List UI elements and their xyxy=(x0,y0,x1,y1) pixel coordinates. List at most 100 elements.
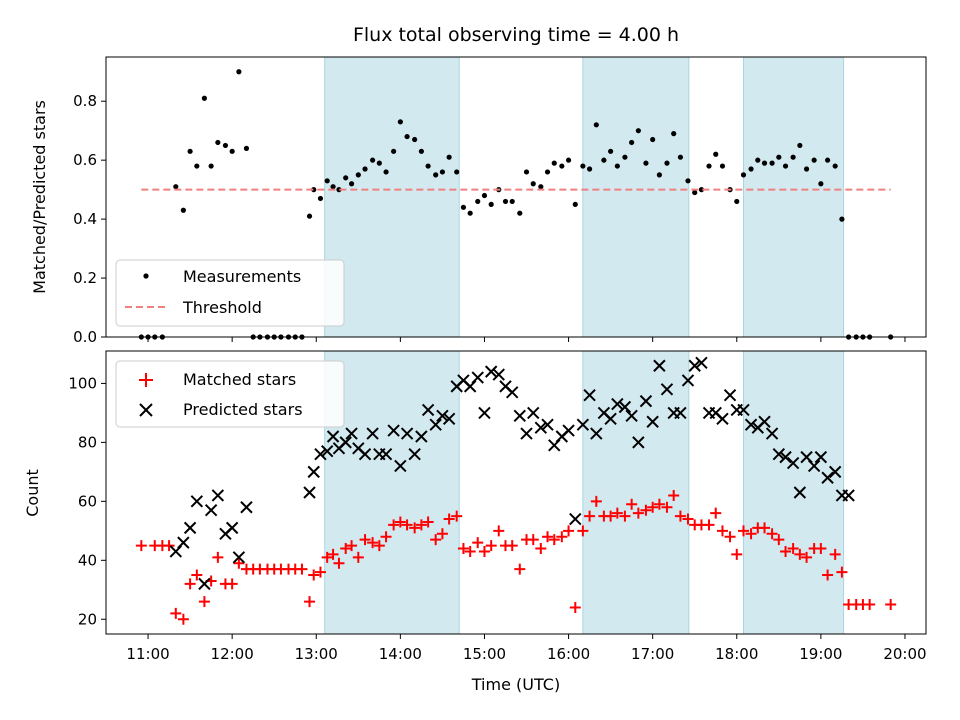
measurements-point-34 xyxy=(376,160,382,166)
predicted-stars-point-3 xyxy=(190,495,204,508)
measurements-point-69 xyxy=(622,154,628,160)
bottom-panel-marks xyxy=(135,356,897,625)
measurements-point-61 xyxy=(565,157,572,163)
predicted-stars-point-23 xyxy=(379,447,393,461)
matched-stars-point-41 xyxy=(422,516,434,528)
measurements-point-68 xyxy=(614,163,620,169)
matched-stars-point-54 xyxy=(514,563,526,575)
top-shaded-interval-2 xyxy=(742,56,845,338)
matched-stars-point-83 xyxy=(716,525,728,537)
matched-stars-point-100 xyxy=(836,566,848,578)
measurements-point-71 xyxy=(635,128,641,134)
matched-stars-point-62 xyxy=(569,601,581,613)
legend-measurements-marker xyxy=(143,273,149,279)
predicted-stars-point-8 xyxy=(225,521,239,535)
predicted-stars-point-80 xyxy=(779,450,792,464)
matched-stars-point-64 xyxy=(584,510,596,522)
x-tick-label-0: 11:00 xyxy=(126,645,169,663)
predicted-stars-point-63 xyxy=(660,383,674,396)
matched-stars-point-65 xyxy=(590,495,602,507)
predicted-stars-point-79 xyxy=(772,447,786,461)
measurements-point-39 xyxy=(412,136,418,143)
matched-stars-point-60 xyxy=(556,531,568,543)
matched-stars-point-40 xyxy=(415,519,427,531)
predicted-stars-point-13 xyxy=(314,447,327,461)
measurements-point-91 xyxy=(776,154,782,160)
measurements-point-70 xyxy=(629,139,635,146)
measurements-point-30 xyxy=(348,181,355,187)
measurements-point-94 xyxy=(797,142,803,149)
matched-stars-point-25 xyxy=(314,566,326,578)
predicted-stars-point-32 xyxy=(442,412,456,426)
top-legend-box xyxy=(115,259,345,327)
predicted-stars-point-72 xyxy=(723,389,737,402)
measurements-point-85 xyxy=(734,198,740,205)
predicted-stars-point-24 xyxy=(387,424,400,437)
top-y-tick-label-4: 0.8 xyxy=(73,92,97,110)
measurements-point-98 xyxy=(825,157,831,163)
predicted-stars-point-59 xyxy=(632,436,645,449)
matched-stars-point-104 xyxy=(864,599,876,611)
matched-stars-point-98 xyxy=(822,569,834,581)
measurements-point-96 xyxy=(811,157,817,163)
top-y-tick-label-1: 0.2 xyxy=(73,269,97,287)
measurements-point-31 xyxy=(355,172,361,178)
matched-stars-point-51 xyxy=(493,525,505,537)
measurements-point-50 xyxy=(488,201,494,207)
measurements-point-28 xyxy=(336,187,342,193)
predicted-stars-point-82 xyxy=(793,486,807,499)
measurements-point-23 xyxy=(306,213,313,219)
matched-stars-point-30 xyxy=(346,540,358,552)
measurements-point-93 xyxy=(790,154,796,160)
matched-stars-point-90 xyxy=(766,528,778,540)
predicted-stars-point-30 xyxy=(429,418,442,431)
predicted-stars-point-71 xyxy=(716,412,729,426)
top-y-axis-label: Matched/Predicted stars xyxy=(30,100,49,294)
predicted-stars-point-56 xyxy=(611,397,624,411)
bottom-panel-x-ticks: 11:00 12:00 13:00 14:00 15:00 16:00 17:00 18:00… xyxy=(126,634,927,663)
x-tick-label-9: 20:00 xyxy=(883,645,926,663)
measurements-point-65 xyxy=(593,122,599,128)
measurements-point-88 xyxy=(755,157,761,163)
matched-stars-point-81 xyxy=(703,519,715,531)
matched-stars-point-71 xyxy=(632,507,644,519)
matched-stars-point-34 xyxy=(373,540,385,552)
legend-predicted-label: Predicted stars xyxy=(183,400,303,419)
bottom-y-tick-label-1: 40 xyxy=(78,551,97,569)
measurements-point-26 xyxy=(324,178,330,184)
predicted-stars-point-58 xyxy=(625,409,638,423)
matched-stars-point-75 xyxy=(661,501,673,513)
predicted-stars-point-46 xyxy=(541,418,554,431)
measurements-point-13 xyxy=(236,69,242,75)
matched-stars-point-33 xyxy=(367,537,379,549)
measurements-point-92 xyxy=(782,163,789,169)
predicted-stars-point-67 xyxy=(688,359,701,372)
bottom-shaded-interval-2 xyxy=(742,350,845,635)
bottom-y-tick-label-4: 100 xyxy=(68,374,97,392)
matched-stars-point-48 xyxy=(472,537,484,549)
matched-stars-point-59 xyxy=(548,534,560,546)
predicted-stars-point-87 xyxy=(828,465,842,479)
predicted-stars-point-66 xyxy=(681,374,695,387)
matched-stars-point-42 xyxy=(430,534,442,546)
matched-stars-point-76 xyxy=(668,489,680,501)
matched-stars-point-67 xyxy=(605,510,617,522)
predicted-stars-point-41 xyxy=(506,386,519,399)
predicted-stars-point-31 xyxy=(436,409,449,423)
predicted-stars-point-60 xyxy=(639,394,653,408)
measurements-point-14 xyxy=(243,145,250,151)
x-tick-label-3: 14:00 xyxy=(379,645,422,663)
predicted-stars-point-28 xyxy=(415,430,428,443)
measurements-point-74 xyxy=(656,172,662,178)
bottom-panel-y-ticks: 20 40 60 80 100 xyxy=(68,374,106,628)
matched-stars-point-22 xyxy=(296,563,308,575)
top-y-tick-label-0: 0.0 xyxy=(73,328,97,346)
matched-stars-point-26 xyxy=(321,551,333,563)
matched-stars-point-50 xyxy=(485,540,497,552)
measurements-point-4 xyxy=(173,184,179,190)
top-panel: 0.0 0.2 0.4 0.6 0.8 Flux total observing tim… xyxy=(30,24,927,346)
matched-stars-point-0 xyxy=(135,540,147,552)
top-y-tick-label-2: 0.4 xyxy=(73,210,97,228)
